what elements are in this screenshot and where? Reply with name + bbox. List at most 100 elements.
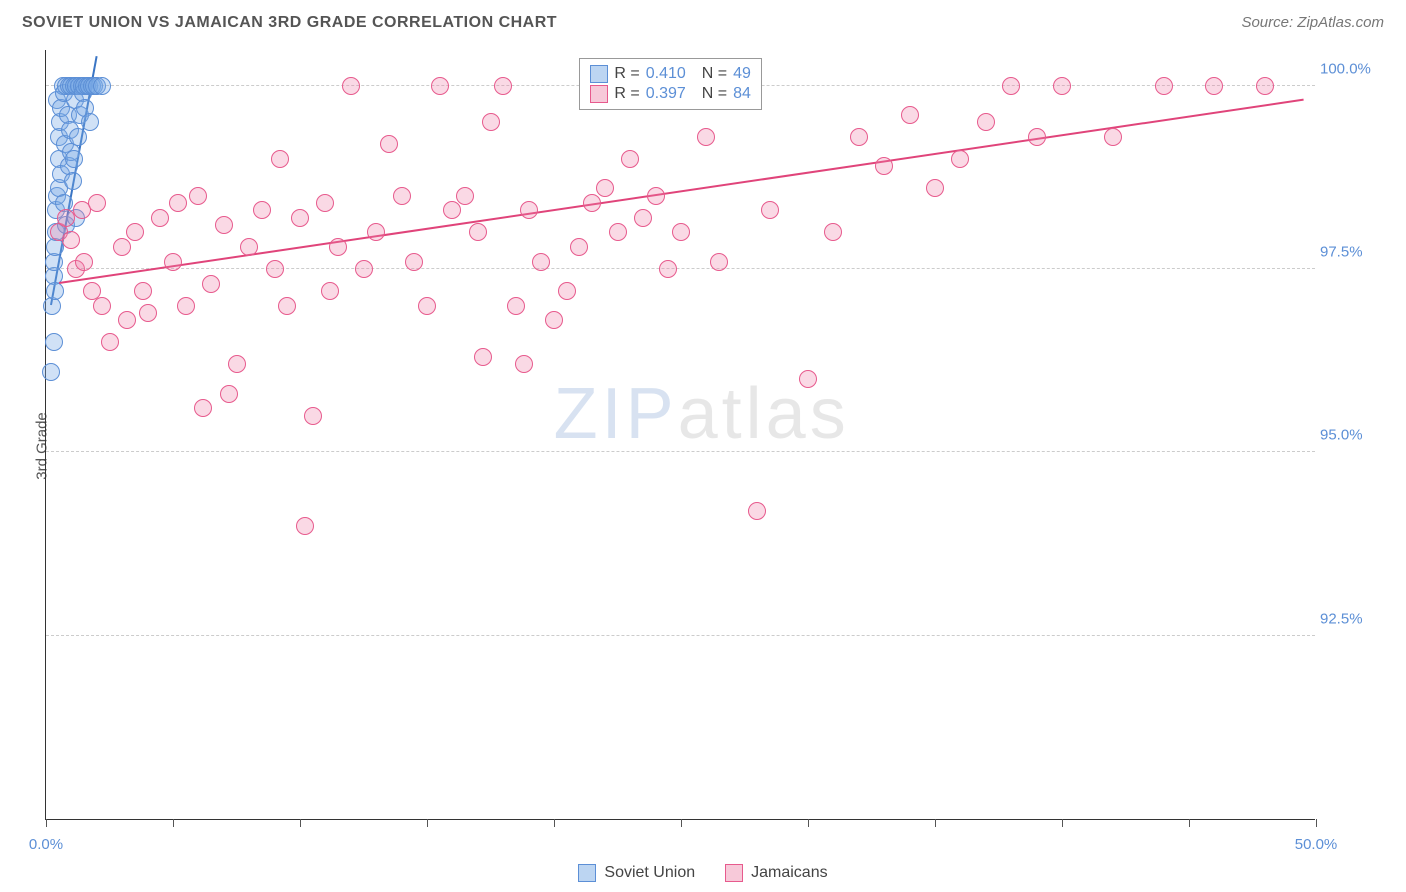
data-point <box>60 77 78 95</box>
data-point <box>50 128 68 146</box>
data-point <box>329 238 347 256</box>
legend-stats-row: R =0.397N =84 <box>590 85 751 103</box>
data-point <box>316 194 334 212</box>
gridline <box>46 635 1315 636</box>
data-point <box>67 209 85 227</box>
stat-n-value: 84 <box>733 85 751 103</box>
data-point <box>875 157 893 175</box>
data-point <box>66 91 84 109</box>
data-point <box>507 297 525 315</box>
data-point <box>951 150 969 168</box>
legend-swatch-icon <box>590 65 608 83</box>
data-point <box>304 407 322 425</box>
y-tick-label: 95.0% <box>1320 427 1385 444</box>
x-tick <box>46 819 47 827</box>
data-point <box>177 297 195 315</box>
x-tick <box>554 819 555 827</box>
data-point <box>64 172 82 190</box>
data-point <box>113 238 131 256</box>
data-point <box>73 77 91 95</box>
data-point <box>558 282 576 300</box>
data-point <box>45 267 63 285</box>
data-point <box>1256 77 1274 95</box>
data-point <box>67 77 85 95</box>
data-point <box>609 223 627 241</box>
x-tick <box>1062 819 1063 827</box>
x-tick <box>1316 819 1317 827</box>
data-point <box>62 231 80 249</box>
data-point <box>88 194 106 212</box>
data-point <box>59 106 77 124</box>
data-point <box>101 333 119 351</box>
chart-title: SOVIET UNION VS JAMAICAN 3RD GRADE CORRE… <box>22 14 557 32</box>
legend-bottom: Soviet Union Jamaicans <box>0 864 1406 882</box>
stat-label: N = <box>702 65 727 83</box>
data-point <box>75 77 93 95</box>
data-point <box>1104 128 1122 146</box>
data-point <box>57 77 75 95</box>
x-tick <box>681 819 682 827</box>
data-point <box>69 128 87 146</box>
data-point <box>228 355 246 373</box>
data-point <box>367 223 385 241</box>
x-tick <box>808 819 809 827</box>
data-point <box>1002 77 1020 95</box>
data-point <box>1205 77 1223 95</box>
legend-stats: R =0.410N =49R =0.397N =84 <box>579 58 762 110</box>
data-point <box>431 77 449 95</box>
data-point <box>48 91 66 109</box>
data-point <box>126 223 144 241</box>
data-point <box>634 209 652 227</box>
legend-swatch-icon <box>725 864 743 882</box>
data-point <box>42 363 60 381</box>
data-point <box>45 333 63 351</box>
data-point <box>93 77 111 95</box>
y-tick-label: 92.5% <box>1320 610 1385 627</box>
legend-item-soviet: Soviet Union <box>578 864 695 882</box>
legend-swatch-icon <box>590 85 608 103</box>
data-point <box>469 223 487 241</box>
data-point <box>621 150 639 168</box>
stat-n-value: 49 <box>733 65 751 83</box>
data-point <box>169 194 187 212</box>
data-point <box>151 209 169 227</box>
stat-label: N = <box>702 85 727 103</box>
data-point <box>926 179 944 197</box>
data-point <box>596 179 614 197</box>
data-point <box>342 77 360 95</box>
x-tick <box>427 819 428 827</box>
x-tick <box>1189 819 1190 827</box>
x-tick <box>173 819 174 827</box>
watermark-zip: ZIP <box>554 374 678 454</box>
data-point <box>51 113 69 131</box>
trendline <box>59 98 1304 283</box>
data-point <box>583 194 601 212</box>
data-point <box>850 128 868 146</box>
data-point <box>50 150 68 168</box>
data-point <box>799 370 817 388</box>
data-point <box>215 216 233 234</box>
data-point <box>697 128 715 146</box>
data-point <box>271 150 289 168</box>
data-point <box>321 282 339 300</box>
x-tick-label: 50.0% <box>1295 836 1338 853</box>
data-point <box>1053 77 1071 95</box>
data-point <box>647 187 665 205</box>
data-point <box>824 223 842 241</box>
data-point <box>278 297 296 315</box>
data-point <box>545 311 563 329</box>
data-point <box>55 84 73 102</box>
data-point <box>83 282 101 300</box>
data-point <box>482 113 500 131</box>
data-point <box>54 77 72 95</box>
gridline <box>46 268 1315 269</box>
data-point <box>55 194 73 212</box>
data-point <box>60 157 78 175</box>
legend-stats-row: R =0.410N =49 <box>590 65 751 83</box>
data-point <box>456 187 474 205</box>
data-point <box>76 99 94 117</box>
data-point <box>1155 77 1173 95</box>
data-point <box>62 143 80 161</box>
data-point <box>62 77 80 95</box>
data-point <box>85 77 103 95</box>
